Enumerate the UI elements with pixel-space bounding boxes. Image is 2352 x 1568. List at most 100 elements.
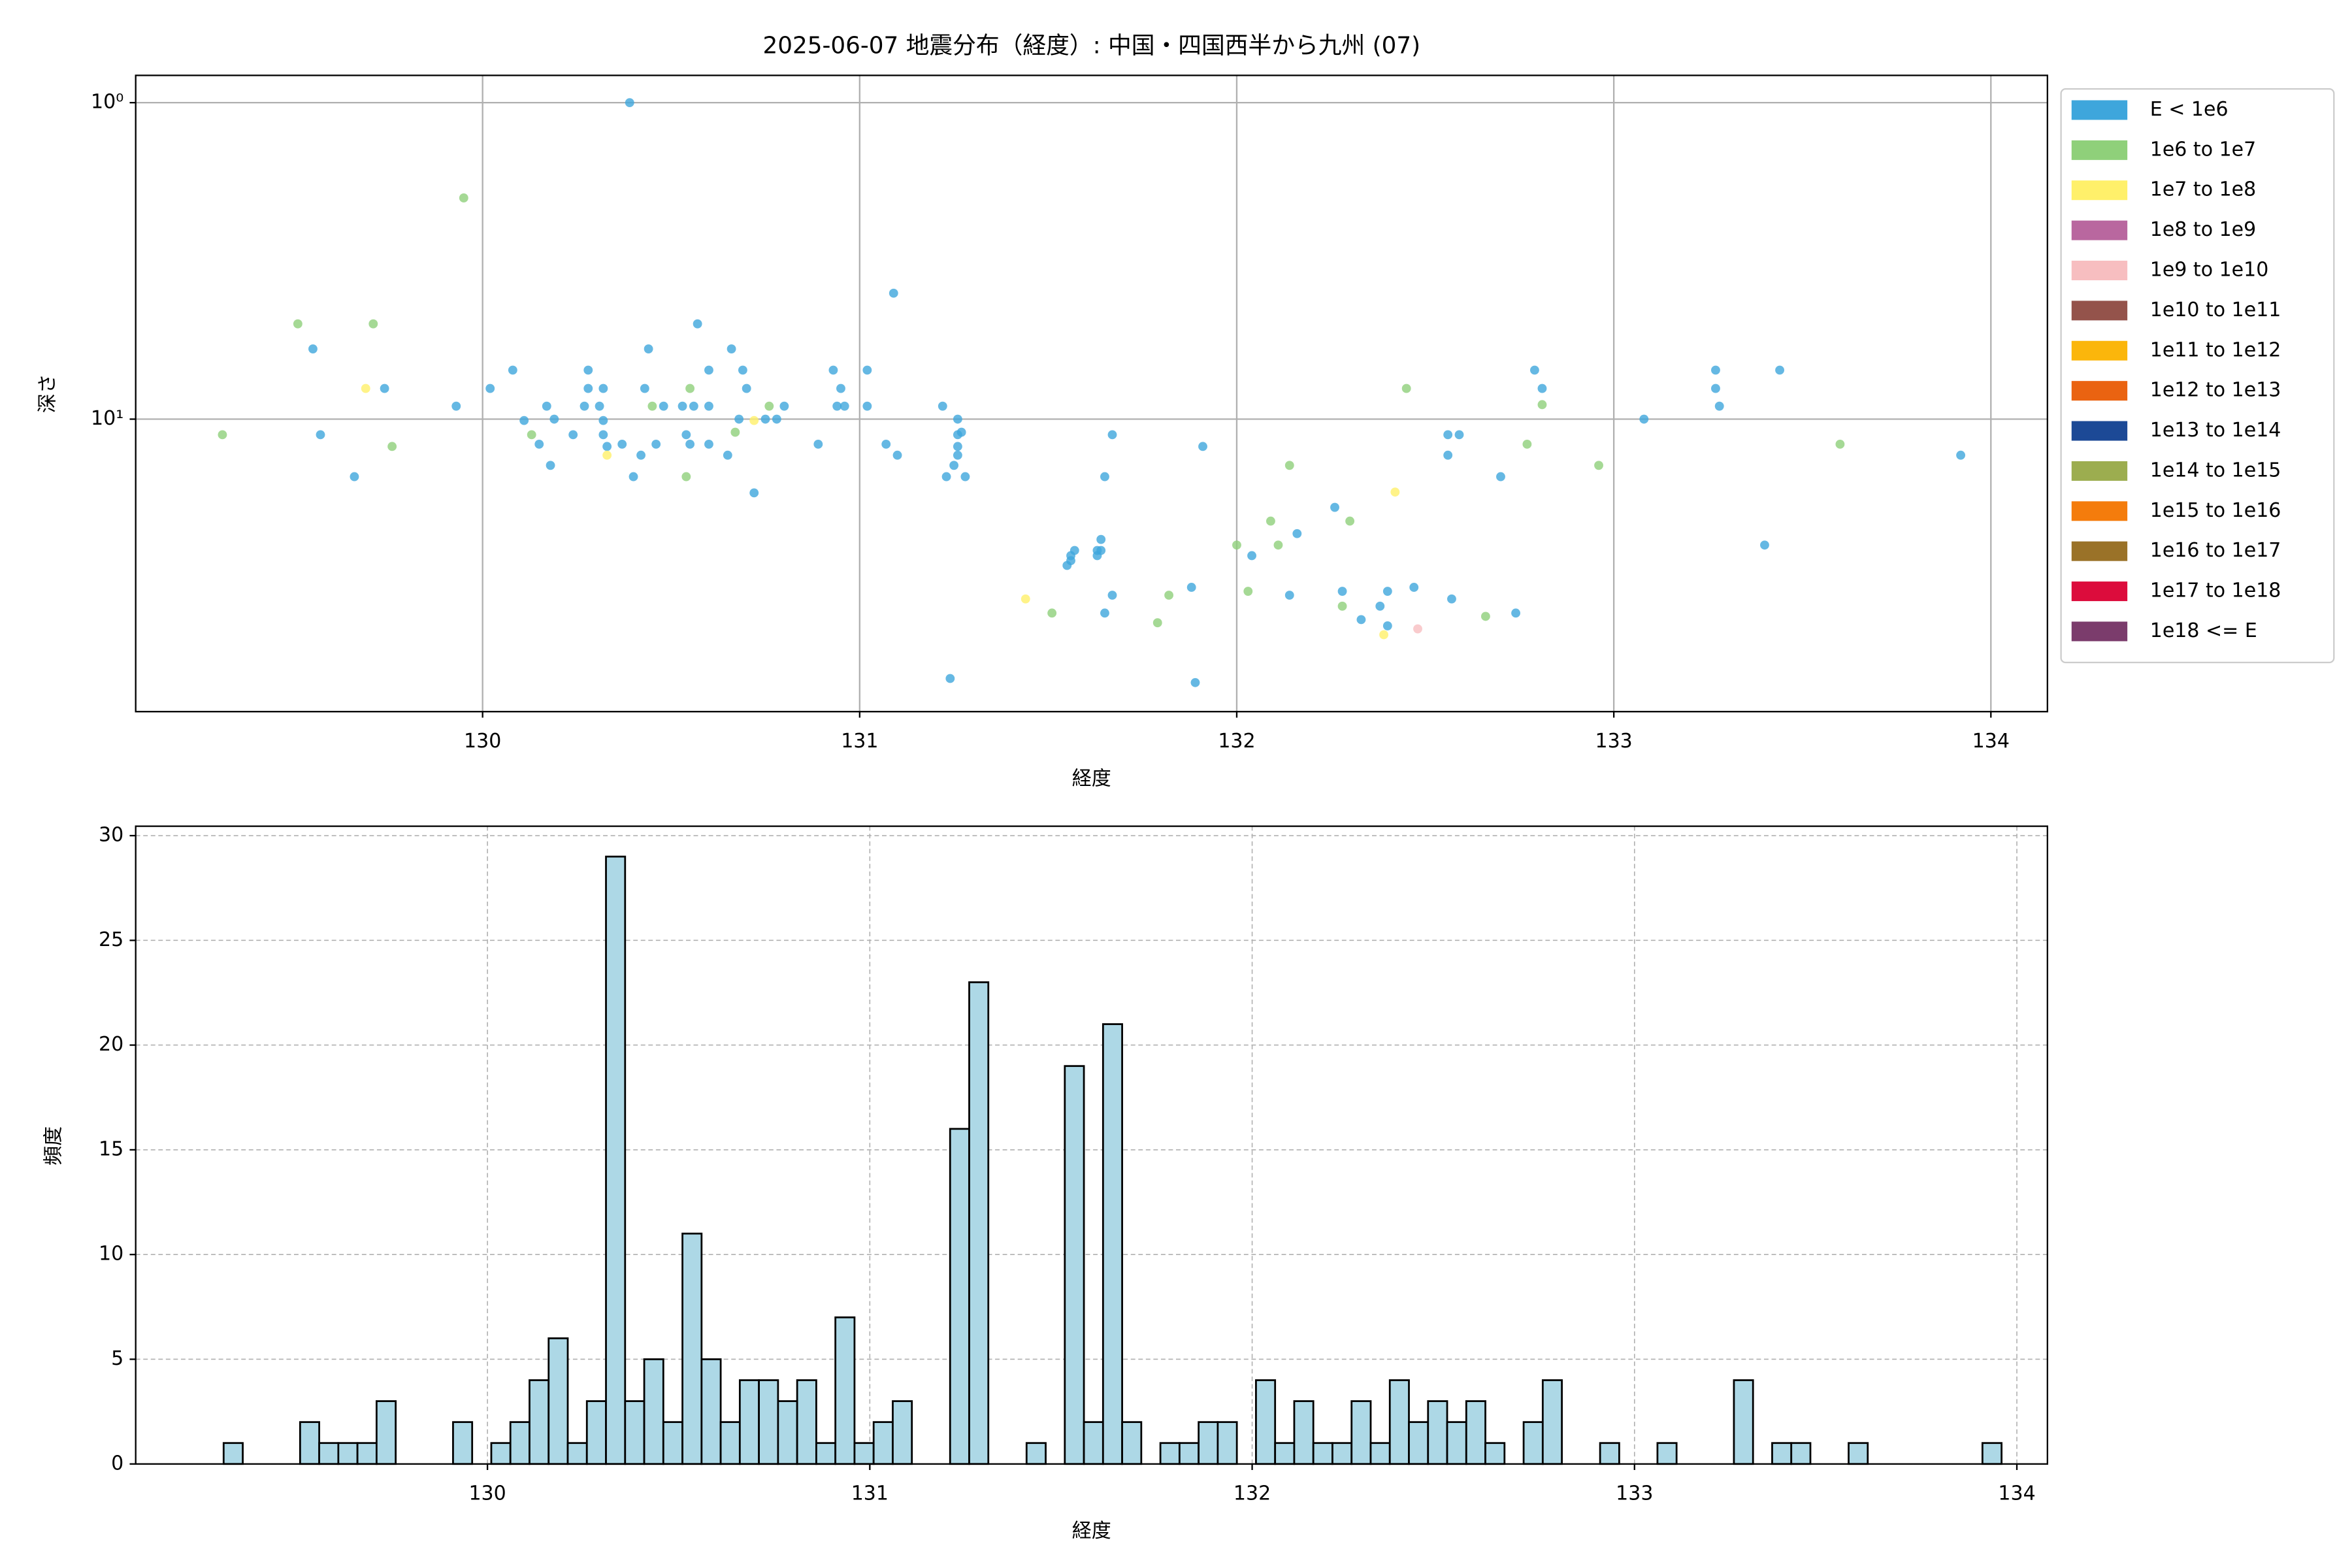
- point: [1835, 439, 1845, 449]
- point: [1639, 414, 1649, 424]
- bar: [1981, 1442, 2003, 1465]
- bar: [1198, 1421, 1219, 1465]
- bar: [547, 1337, 569, 1465]
- point: [1100, 608, 1109, 618]
- bar: [1388, 1379, 1410, 1465]
- point: [1496, 472, 1505, 482]
- bar: [815, 1442, 837, 1465]
- legend-swatch: [2071, 301, 2128, 321]
- legend-label: 1e10 to 1e11: [2150, 299, 2281, 321]
- bar: [834, 1316, 856, 1465]
- x-axis-label: 経度: [1072, 1520, 1111, 1543]
- point: [760, 414, 770, 424]
- legend-swatch: [2071, 421, 2128, 441]
- bar: [1656, 1442, 1678, 1465]
- y-tick-label: 10¹: [91, 407, 123, 430]
- point: [1337, 587, 1347, 596]
- point: [742, 384, 751, 393]
- point: [945, 674, 955, 683]
- point: [602, 442, 612, 451]
- bar: [452, 1421, 474, 1465]
- point: [527, 430, 536, 440]
- point: [813, 439, 823, 449]
- point: [602, 450, 612, 460]
- bar: [662, 1421, 683, 1465]
- bar: [585, 1400, 607, 1465]
- bar: [1331, 1442, 1353, 1465]
- point: [1198, 442, 1207, 451]
- point: [1480, 612, 1490, 621]
- bar: [318, 1442, 340, 1465]
- point: [956, 427, 966, 437]
- point: [734, 414, 744, 424]
- bar: [853, 1442, 875, 1465]
- point: [598, 430, 608, 440]
- bar: [1255, 1379, 1277, 1465]
- legend-swatch: [2071, 220, 2128, 240]
- point: [1356, 615, 1366, 625]
- point: [1382, 587, 1392, 596]
- point: [218, 430, 227, 440]
- point: [681, 472, 691, 482]
- point: [862, 365, 872, 375]
- point: [1243, 587, 1253, 596]
- legend-swatch: [2071, 501, 2128, 521]
- y-axis-label: 頻度: [42, 1126, 65, 1166]
- point: [1232, 540, 1241, 550]
- point: [1096, 534, 1106, 544]
- legend-label: 1e8 to 1e9: [2150, 218, 2256, 241]
- bar: [777, 1400, 798, 1465]
- point: [689, 401, 698, 411]
- bar: [1102, 1023, 1123, 1465]
- point: [1775, 365, 1784, 375]
- point: [704, 401, 713, 411]
- legend-label: 1e12 to 1e13: [2150, 379, 2281, 402]
- point: [1092, 551, 1102, 561]
- bar: [1848, 1442, 1869, 1465]
- point: [1273, 540, 1283, 550]
- point: [1107, 591, 1117, 600]
- bar: [1790, 1442, 1812, 1465]
- point: [727, 344, 736, 353]
- bar: [892, 1400, 913, 1465]
- legend-box: [2060, 88, 2335, 664]
- point: [881, 439, 891, 449]
- bar: [337, 1442, 359, 1465]
- point: [640, 384, 649, 393]
- x-tick-label: 132: [1233, 1482, 1271, 1505]
- legend-label: 1e9 to 1e10: [2150, 258, 2269, 281]
- point: [1529, 365, 1539, 375]
- bar: [299, 1421, 320, 1465]
- bar: [490, 1442, 512, 1465]
- point: [583, 384, 593, 393]
- point: [1511, 608, 1520, 618]
- legend-swatch: [2071, 261, 2128, 280]
- point: [1409, 583, 1419, 592]
- point: [595, 401, 604, 411]
- point: [1454, 430, 1464, 440]
- point: [1537, 384, 1547, 393]
- point: [938, 401, 947, 411]
- legend-label: 1e14 to 1e15: [2150, 459, 2281, 482]
- y-tick-label: 5: [111, 1347, 123, 1370]
- bar: [796, 1379, 817, 1465]
- bar: [1312, 1442, 1333, 1465]
- point: [1714, 401, 1724, 411]
- point: [1522, 439, 1532, 449]
- point: [862, 401, 872, 411]
- point: [380, 384, 389, 393]
- point: [459, 193, 468, 203]
- bar: [700, 1358, 722, 1465]
- bar: [509, 1421, 531, 1465]
- bar: [356, 1442, 378, 1465]
- point: [519, 416, 529, 425]
- point: [941, 472, 951, 482]
- point: [1284, 461, 1294, 470]
- point: [1443, 450, 1453, 460]
- legend-label: 1e11 to 1e12: [2150, 338, 2281, 361]
- point: [889, 288, 898, 298]
- x-tick-label: 133: [1616, 1482, 1653, 1505]
- bar: [872, 1421, 894, 1465]
- point: [1186, 583, 1196, 592]
- bar: [1178, 1442, 1200, 1465]
